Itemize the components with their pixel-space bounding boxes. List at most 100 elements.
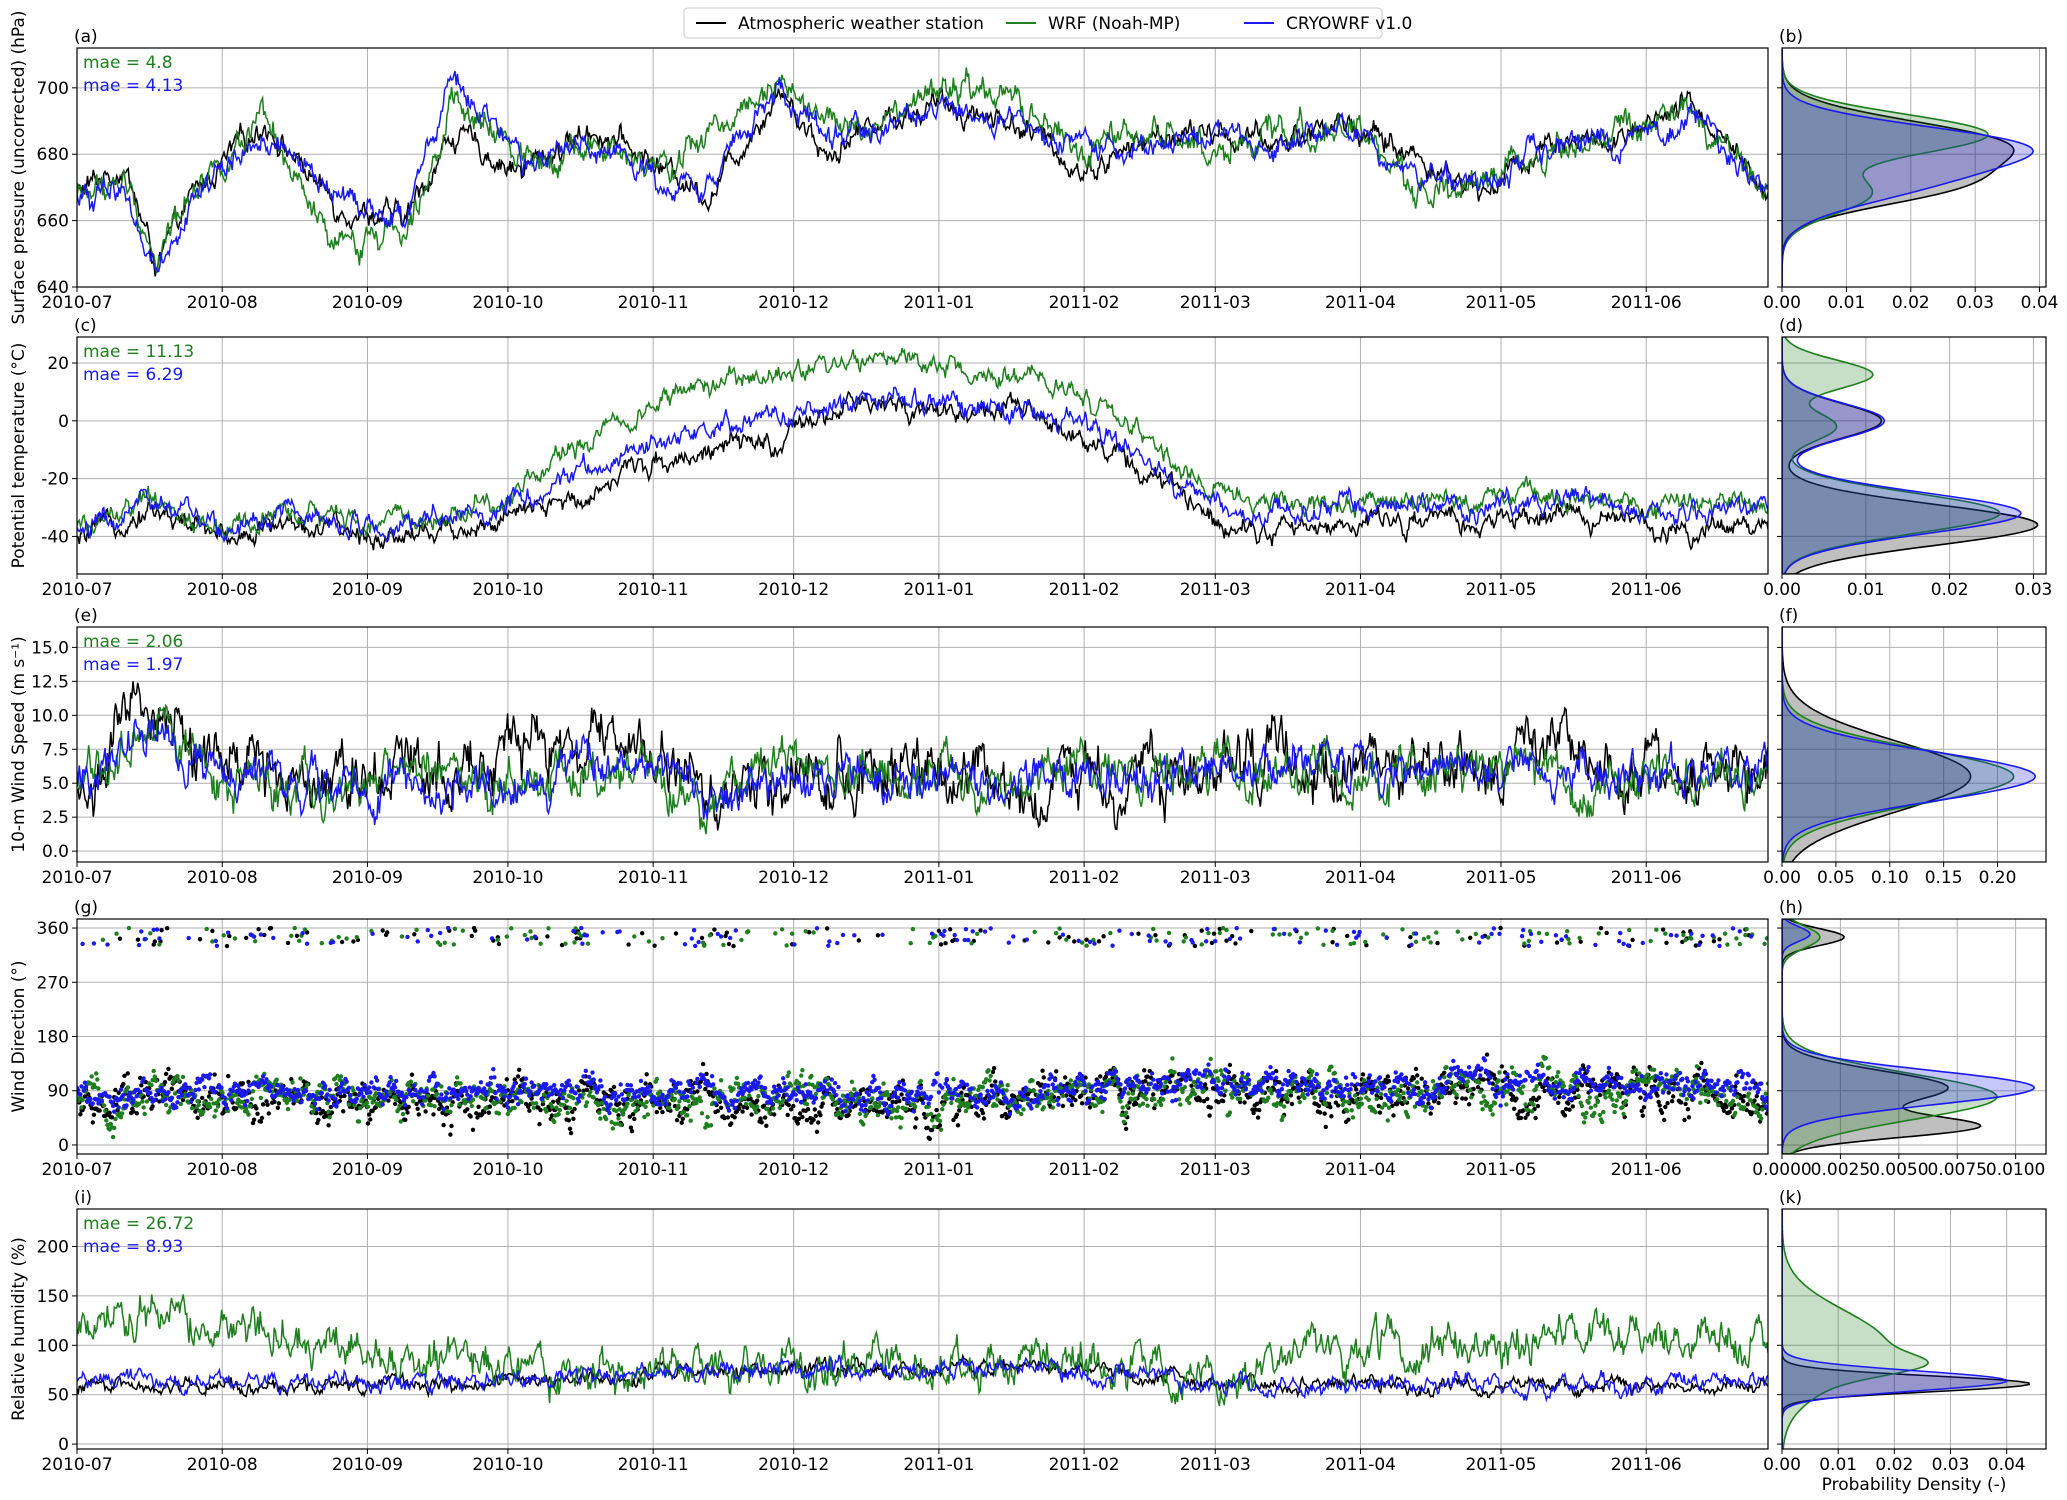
grid [1781, 919, 2046, 1154]
data-point [1754, 1084, 1759, 1089]
data-point [953, 1086, 958, 1092]
data-point [1394, 1092, 1400, 1098]
data-point [867, 1085, 873, 1090]
data-point [529, 935, 534, 941]
data-point [986, 1092, 991, 1098]
data-point [762, 1115, 768, 1120]
data-point [1336, 1089, 1341, 1095]
data-point [1639, 1074, 1644, 1079]
data-point [1442, 1070, 1447, 1076]
data-point [529, 1080, 534, 1085]
data-point [1581, 1066, 1587, 1072]
x-tick-label: 2010-07 [41, 1160, 112, 1180]
data-point [584, 933, 590, 938]
density-area-0 [1782, 627, 1972, 862]
data-point [910, 926, 916, 932]
data-point [1237, 936, 1243, 941]
x-tick-label: 2011-05 [1465, 293, 1536, 313]
data-point [195, 1115, 200, 1121]
data-point [1664, 1072, 1669, 1077]
data-point [744, 1105, 750, 1111]
data-point [285, 940, 291, 946]
y-tick-label: -20 [41, 470, 69, 490]
data-point [859, 1103, 865, 1108]
data-point [643, 1081, 648, 1086]
data-point [1697, 942, 1702, 947]
data-point [1324, 1086, 1330, 1091]
x-tick-label: 0.10 [1871, 868, 1909, 888]
data-point [172, 1091, 178, 1096]
panel-b: 0.00 0.01 0.02 0.03 0.04(b) [1763, 27, 2058, 313]
data-point [1616, 938, 1622, 944]
series-line-1 [77, 1294, 1768, 1407]
data-point [1160, 1091, 1165, 1096]
x-tick-label: 2010-09 [332, 868, 403, 888]
data-point [697, 1095, 702, 1100]
data-point [1648, 938, 1653, 944]
data-point [1251, 1110, 1256, 1116]
data-point [1419, 1076, 1424, 1081]
data-point [826, 943, 831, 948]
data-point [1729, 1084, 1735, 1089]
data-point [1230, 1095, 1235, 1100]
panel-label: (e) [74, 606, 98, 626]
data-point [79, 1084, 84, 1089]
data-point [1461, 1078, 1466, 1084]
data-point [991, 1091, 997, 1096]
data-point [1762, 941, 1767, 946]
data-point [700, 1073, 706, 1078]
data-point [89, 1074, 94, 1079]
data-point [1676, 1086, 1682, 1091]
data-point [341, 1109, 346, 1114]
data-point [1421, 936, 1427, 942]
data-point [1015, 1109, 1020, 1114]
data-point [1216, 1100, 1221, 1105]
data-point [561, 1096, 566, 1101]
data-point [1748, 934, 1754, 939]
data-point [1224, 938, 1229, 943]
data-point [159, 928, 164, 933]
data-point [1717, 943, 1722, 949]
data-point [254, 1074, 259, 1079]
data-point [362, 1082, 367, 1088]
data-point [1275, 1101, 1280, 1106]
data-point [1169, 1088, 1174, 1094]
data-point [1667, 1078, 1673, 1083]
data-point [1055, 1098, 1060, 1103]
data-point [1563, 1106, 1569, 1112]
data-point [1424, 1104, 1429, 1110]
data-point [1149, 1071, 1155, 1076]
data-point [988, 926, 993, 931]
data-point [153, 1092, 159, 1098]
data-point [487, 1104, 493, 1109]
data-point [1181, 939, 1186, 944]
data-point [1656, 1099, 1661, 1105]
data-point [1625, 943, 1631, 948]
series-line-2 [77, 1354, 1768, 1403]
data-point [1475, 1085, 1481, 1090]
data-point [1271, 1087, 1277, 1092]
data-point [1586, 1064, 1591, 1070]
data-point [244, 935, 249, 941]
data-point [478, 1080, 484, 1085]
data-point [505, 1111, 511, 1117]
data-point [694, 1080, 699, 1086]
data-point [1395, 1079, 1401, 1085]
data-point [210, 928, 215, 934]
data-point [176, 1094, 181, 1100]
data-point [835, 940, 840, 946]
data-point [1716, 1102, 1721, 1108]
panel-label: (g) [74, 898, 98, 918]
data-point [841, 1098, 847, 1103]
data-point [1029, 1106, 1034, 1111]
data-point [1682, 1117, 1687, 1123]
data-point [1204, 939, 1209, 944]
data-point [1121, 1119, 1127, 1125]
data-point [647, 1089, 653, 1094]
data-point [1198, 1098, 1203, 1103]
data-point [731, 1099, 736, 1105]
data-point [431, 1070, 436, 1076]
data-point [1313, 1078, 1318, 1084]
data-point [415, 1106, 420, 1112]
data-point [927, 940, 932, 946]
